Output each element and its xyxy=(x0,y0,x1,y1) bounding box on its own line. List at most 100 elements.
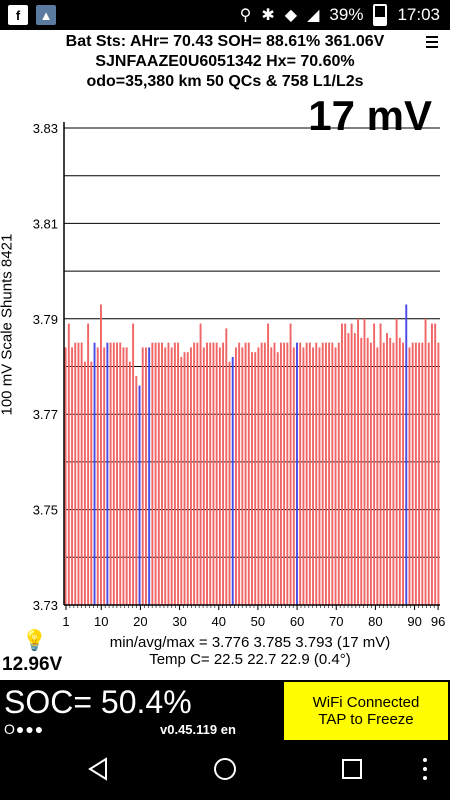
bar xyxy=(80,342,83,605)
x-tick-label: 40 xyxy=(212,614,226,629)
page-dots: O●●● xyxy=(4,721,45,737)
pack-voltage: 12.96V xyxy=(2,654,63,675)
bar xyxy=(116,342,118,605)
bar xyxy=(350,323,353,605)
bar xyxy=(331,342,334,605)
home-icon[interactable] xyxy=(212,756,238,782)
bar xyxy=(170,347,173,605)
bar xyxy=(87,323,90,605)
wifi-freeze-button[interactable]: WiFi Connected TAP to Freeze xyxy=(284,682,448,740)
bar xyxy=(109,342,112,605)
bar xyxy=(341,323,343,605)
bar xyxy=(125,347,128,605)
cell-voltage-chart: 3.83 3.81 3.79 3.77 3.75 3.73 1 10 20 30 40 50 60 70 8… xyxy=(33,121,446,629)
bar xyxy=(90,361,93,605)
bar xyxy=(151,342,154,605)
bar xyxy=(161,342,163,605)
bar xyxy=(228,361,231,605)
bar xyxy=(199,323,202,605)
battery-status-header: Bat Sts: AHr= 70.43 SOH= 88.61% 361.06V … xyxy=(0,32,450,92)
x-tick-label: 96 xyxy=(431,614,445,629)
spread-label: 17 mV xyxy=(308,92,432,139)
bar xyxy=(77,342,80,605)
bar xyxy=(273,342,276,605)
odometer-line: odo=35,380 km 50 QCs & 758 L1/L2s xyxy=(86,73,364,90)
bar xyxy=(337,342,340,605)
bar xyxy=(177,342,180,605)
location-icon: ⚲ xyxy=(239,7,252,24)
bar xyxy=(119,342,122,605)
y-tick-label: 3.79 xyxy=(33,312,58,327)
bar xyxy=(431,323,433,605)
more-options-icon[interactable] xyxy=(420,756,430,782)
bar xyxy=(103,347,106,605)
bar xyxy=(218,347,221,605)
bar xyxy=(257,347,260,605)
bar xyxy=(324,342,327,605)
bar xyxy=(212,342,215,605)
bar xyxy=(363,318,366,605)
bar xyxy=(263,342,266,605)
y-tick-label: 3.75 xyxy=(33,503,58,518)
bar xyxy=(360,337,363,605)
x-tick-label: 70 xyxy=(329,614,343,629)
bar xyxy=(321,342,324,605)
bar xyxy=(215,342,218,605)
bar xyxy=(334,347,337,605)
bar xyxy=(305,342,308,605)
y-tick-label: 3.83 xyxy=(33,121,58,136)
lightbulb-icon[interactable]: 💡 xyxy=(22,630,47,652)
wifi-status-label: WiFi Connected xyxy=(312,694,420,711)
bar xyxy=(202,347,205,605)
bar xyxy=(209,342,212,605)
clock: 17:03 xyxy=(397,5,440,24)
bar xyxy=(292,347,295,605)
bar xyxy=(382,342,385,605)
bar xyxy=(196,342,199,605)
bar xyxy=(183,352,186,605)
bar xyxy=(405,304,408,605)
freeze-label: TAP to Freeze xyxy=(318,711,414,728)
temperature: Temp C= 22.5 22.7 22.9 (0.4°) xyxy=(149,651,351,668)
bar xyxy=(279,342,282,605)
version-label: v0.45.119 en xyxy=(160,722,236,737)
bar xyxy=(369,342,372,605)
photo-icon: ▲ xyxy=(36,5,56,25)
bar xyxy=(112,342,115,605)
navigation-bar xyxy=(0,742,450,800)
bar xyxy=(267,323,270,605)
bar xyxy=(424,318,427,605)
bar xyxy=(67,323,70,605)
bar xyxy=(318,347,321,605)
bar xyxy=(344,323,347,605)
bar xyxy=(189,347,192,605)
bar xyxy=(144,347,147,605)
bar xyxy=(154,342,157,605)
bar xyxy=(328,342,331,605)
x-tick-label: 80 xyxy=(368,614,382,629)
y-tick-label: 3.77 xyxy=(33,407,58,422)
bar xyxy=(180,356,183,605)
bar xyxy=(434,323,437,605)
min-avg-max: min/avg/max = 3.776 3.785 3.793 (17 mV) xyxy=(109,634,391,651)
bar xyxy=(225,328,228,605)
menu-icon[interactable] xyxy=(426,36,438,50)
bar xyxy=(167,342,170,605)
bar xyxy=(238,342,241,605)
bar xyxy=(247,342,250,605)
bar xyxy=(379,323,382,605)
bar xyxy=(251,352,253,605)
bar xyxy=(138,385,141,605)
bar xyxy=(302,347,305,605)
bar xyxy=(74,342,77,605)
x-tick-label: 10 xyxy=(94,614,108,629)
bar xyxy=(93,342,96,605)
bar xyxy=(315,342,318,605)
bar xyxy=(373,323,376,605)
x-tick-label: 20 xyxy=(133,614,147,629)
recents-icon[interactable] xyxy=(340,756,364,782)
bar xyxy=(186,352,189,605)
bar xyxy=(347,333,350,605)
soc-display: SOC= 50.4% xyxy=(4,684,192,720)
back-icon[interactable] xyxy=(86,756,110,782)
